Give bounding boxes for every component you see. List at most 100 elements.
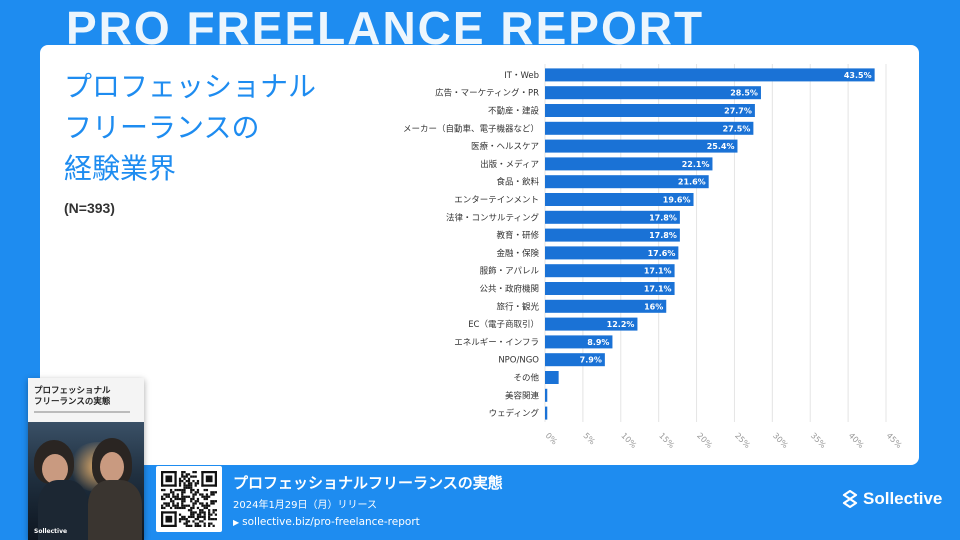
bar [545, 68, 875, 82]
qr-module [176, 502, 179, 505]
book-title-line-2: フリーランスの実態 [34, 397, 111, 407]
qr-module [165, 493, 168, 496]
qr-module [194, 471, 197, 474]
title-line-2: フリーランスの [64, 111, 260, 144]
x-tick-label: 0% [544, 431, 560, 447]
qr-module [201, 502, 204, 505]
qr-module [203, 495, 206, 498]
qr-module [183, 491, 186, 494]
qr-module [199, 524, 202, 527]
bar [545, 157, 713, 171]
data-label: 27.7% [724, 107, 752, 116]
qr-module [192, 497, 195, 501]
qr-module [190, 475, 193, 478]
qr-module [212, 511, 215, 514]
qr-module [181, 471, 184, 474]
qr-module [185, 495, 188, 498]
qr-module [192, 506, 195, 510]
footer-url-text[interactable]: sollective.biz/pro-freelance-report [242, 516, 420, 528]
qr-module [172, 500, 175, 503]
qr-module [194, 493, 197, 496]
qr-module [172, 504, 175, 507]
qr-code-pattern [161, 471, 217, 527]
qr-module [178, 518, 182, 521]
qr-module [212, 491, 215, 494]
qr-module [199, 511, 202, 514]
qr-module [212, 502, 215, 505]
qr-module [203, 506, 206, 510]
data-label: 17.6% [648, 249, 676, 258]
qr-module [181, 504, 184, 507]
bar [545, 317, 638, 331]
page-title: プロフェッショナル フリーランスの 経験業界 [64, 66, 324, 189]
qr-module [183, 471, 186, 474]
qr-module [201, 471, 204, 487]
qr-module [176, 504, 179, 507]
qr-module [185, 475, 188, 478]
qr-module [185, 524, 188, 527]
qr-module [181, 491, 184, 494]
qr-module [208, 513, 211, 516]
report-book-cover: プロフェッショナル フリーランスの実態 Sollective [28, 378, 144, 540]
qr-module [201, 504, 204, 507]
qr-module [199, 502, 202, 505]
qr-module [187, 482, 191, 485]
qr-module [196, 522, 200, 525]
qr-module [203, 522, 206, 525]
qr-module [212, 518, 215, 521]
qr-module [201, 509, 204, 512]
qr-code[interactable] [156, 466, 222, 532]
qr-module [187, 515, 191, 519]
category-label: EC（電子商取引） [468, 319, 539, 330]
qr-module [194, 502, 197, 505]
qr-module [178, 488, 182, 492]
x-tick-label: 20% [695, 431, 714, 450]
category-label: エンターテインメント [454, 196, 539, 206]
qr-module [183, 497, 186, 501]
qr-module [185, 484, 188, 487]
qr-module [214, 509, 217, 512]
bar [545, 406, 548, 420]
qr-module [161, 511, 164, 527]
qr-module [205, 475, 213, 483]
book-subtitle-rule [34, 411, 130, 413]
qr-module [167, 504, 170, 507]
qr-module [185, 473, 188, 476]
qr-module [190, 484, 193, 487]
qr-module [187, 486, 191, 489]
qr-module [190, 509, 193, 512]
qr-module [214, 500, 217, 503]
qr-module [167, 495, 170, 498]
qr-module [183, 482, 186, 485]
qr-module [190, 515, 193, 519]
qr-module [181, 518, 184, 521]
category-label: 旅行・観光 [496, 301, 539, 312]
qr-module [183, 522, 186, 525]
qr-module [181, 488, 184, 492]
qr-module [196, 506, 200, 510]
qr-module [203, 524, 206, 527]
qr-module [192, 495, 195, 498]
qr-module [194, 484, 197, 487]
qr-module [210, 502, 213, 505]
bar [545, 353, 605, 367]
data-label: 16% [644, 302, 663, 311]
qr-module [214, 518, 217, 521]
qr-module [203, 518, 206, 521]
qr-module [161, 524, 177, 527]
footer-report-link[interactable]: ▶ sollective.biz/pro-freelance-report [233, 516, 420, 528]
bar [545, 139, 738, 153]
title-line-3: 経験業界 [64, 152, 177, 185]
qr-module [178, 513, 182, 516]
qr-module [210, 513, 213, 516]
qr-module [210, 500, 213, 503]
qr-module [187, 524, 191, 527]
qr-module [192, 515, 195, 519]
qr-module [169, 491, 173, 494]
qr-module [172, 491, 175, 494]
qr-module [196, 524, 200, 527]
qr-module [185, 479, 188, 483]
qr-module [176, 495, 179, 498]
qr-module [181, 493, 184, 496]
